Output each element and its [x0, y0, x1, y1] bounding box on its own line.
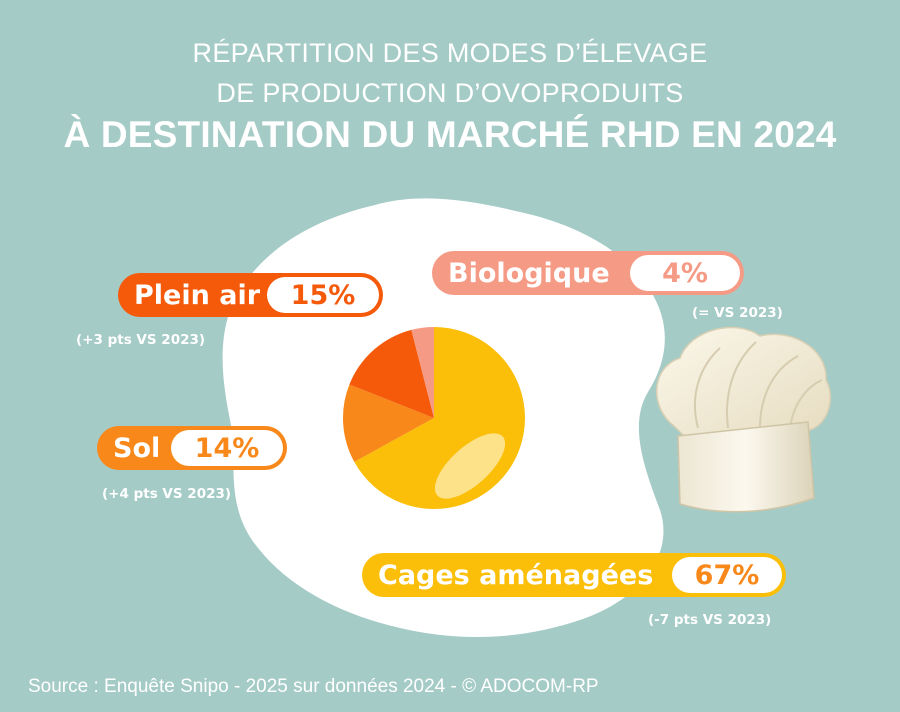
delta-plein-air: (+3 pts VS 2023)	[76, 332, 206, 348]
pie-slice-plein-air	[349, 329, 434, 418]
delta-biologique: (= VS 2023)	[692, 305, 783, 321]
value-plein-air: 15%	[267, 277, 379, 313]
title-line-2: DE PRODUCTION D’OVOPRODUITS	[216, 78, 684, 108]
value-biologique: 4%	[630, 255, 740, 291]
chef-hat-icon	[655, 326, 832, 513]
label-plein-air-text: Plein air	[134, 279, 261, 311]
label-sol: Sol 14%	[97, 426, 287, 470]
pie-slice-biologique	[411, 327, 434, 418]
delta-cages: (-7 pts VS 2023)	[648, 612, 772, 628]
pie-slice-sol	[343, 384, 434, 462]
label-cages-text: Cages aménagées	[378, 559, 654, 591]
delta-sol: (+4 pts VS 2023)	[102, 486, 232, 502]
title-line-1: RÉPARTITION DES MODES D’ÉLEVAGE	[192, 38, 708, 68]
label-plein-air: Plein air 15%	[118, 273, 383, 317]
label-cages: Cages aménagées 67%	[362, 553, 786, 597]
title-line-3: À DESTINATION DU MARCHÉ RHD EN 2024	[63, 114, 837, 155]
label-biologique-text: Biologique	[448, 257, 610, 289]
value-cages: 67%	[672, 557, 782, 593]
pie-chart	[343, 327, 526, 509]
value-sol: 14%	[171, 430, 283, 466]
yolk-highlight	[434, 433, 506, 499]
source-note: Source : Enquête Snipo - 2025 sur donnée…	[28, 676, 599, 697]
label-sol-text: Sol	[113, 432, 161, 464]
label-biologique: Biologique 4%	[432, 251, 744, 295]
